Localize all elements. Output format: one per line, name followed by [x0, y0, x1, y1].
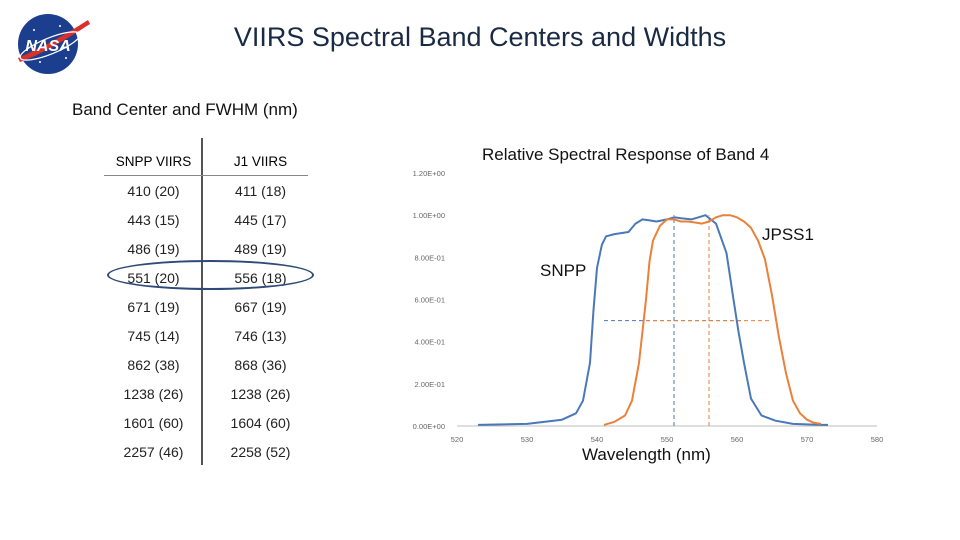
cell-snpp: 1238 (26): [123, 385, 184, 402]
x-tick-label: 520: [451, 435, 464, 444]
header-snpp: SNPP VIIRS: [115, 153, 192, 169]
table-row: 410 (20) 411 (18): [100, 176, 314, 205]
cell-j1: 868 (36): [234, 356, 287, 373]
spectral-response-chart: 0.00E+00 2.00E-01 4.00E-01 6.00E-01 8.00E-01…: [413, 169, 884, 444]
table-caption: Band Center and FWHM (nm): [72, 100, 298, 119]
page-title: VIIRS Spectral Band Centers and Widths: [233, 22, 727, 52]
y-tick-label: 1.00E+00: [413, 211, 445, 220]
cell-snpp: 2257 (46): [123, 443, 184, 460]
y-tick-label: 0.00E+00: [413, 422, 445, 431]
table-header-divider: [104, 175, 308, 176]
cell-j1: 411 (18): [234, 182, 287, 199]
cell-j1: 1604 (60): [230, 414, 291, 431]
y-tick-label: 8.00E-01: [415, 253, 445, 262]
cell-snpp: 1601 (60): [123, 414, 184, 431]
band-table: SNPP VIIRS J1 VIIRS 410 (20) 411 (18) 443 …: [100, 146, 314, 466]
cell-snpp: 862 (38): [127, 356, 180, 373]
x-tick-label: 530: [521, 435, 534, 444]
series-line-jpss1: [603, 214, 822, 426]
x-tick-label: 540: [591, 435, 604, 444]
table-row: 745 (14) 746 (13): [100, 321, 314, 350]
cell-j1: 2258 (52): [230, 443, 291, 460]
x-tick-label: 560: [731, 435, 744, 444]
y-tick-label: 4.00E-01: [415, 338, 445, 347]
jpss1-series-label: JPSS1: [762, 225, 814, 244]
cell-snpp: 443 (15): [127, 211, 180, 228]
table-column-divider: [201, 138, 203, 465]
table-row: 443 (15) 445 (17): [100, 205, 314, 234]
cell-snpp: 745 (14): [127, 327, 180, 344]
table-row: 862 (38) 868 (36): [100, 350, 314, 379]
table-row: 671 (19) 667 (19): [100, 292, 314, 321]
cell-j1: 1238 (26): [230, 385, 291, 402]
x-axis-label: Wavelength (nm): [582, 445, 711, 464]
chart-title: Relative Spectral Response of Band 4: [482, 145, 770, 164]
cell-snpp: 486 (19): [127, 240, 180, 257]
table-row: 2257 (46) 2258 (52): [100, 437, 314, 466]
cell-snpp: 671 (19): [127, 298, 180, 315]
cell-j1: 746 (13): [234, 327, 287, 344]
highlight-ellipse: [107, 260, 314, 290]
nasa-logo: NASA: [10, 8, 92, 78]
cell-j1: 445 (17): [234, 211, 287, 228]
y-tick-label: 1.20E+00: [413, 169, 445, 178]
snpp-series-label: SNPP: [540, 261, 587, 280]
cell-j1: 667 (19): [234, 298, 287, 315]
x-tick-label: 550: [661, 435, 674, 444]
table-header-row: SNPP VIIRS J1 VIIRS: [100, 146, 314, 176]
x-tick-label: 570: [801, 435, 814, 444]
y-tick-label: 2.00E-01: [415, 380, 445, 389]
header-j1: J1 VIIRS: [233, 153, 288, 169]
table-row: 1238 (26) 1238 (26): [100, 379, 314, 408]
cell-j1: 489 (19): [234, 240, 287, 257]
table-row: 486 (19) 489 (19): [100, 234, 314, 263]
svg-text:NASA: NASA: [25, 38, 70, 55]
cell-snpp: 410 (20): [127, 182, 180, 199]
y-tick-label: 6.00E-01: [415, 296, 445, 305]
table-row: 1601 (60) 1604 (60): [100, 408, 314, 437]
x-tick-label: 580: [871, 435, 884, 444]
